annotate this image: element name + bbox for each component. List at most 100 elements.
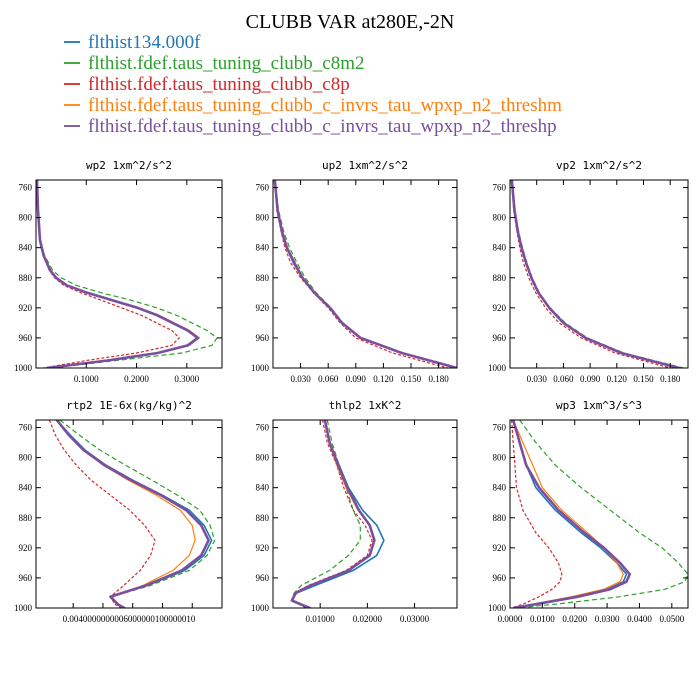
y-tick-label: 760	[256, 423, 270, 433]
x-tick-label: 0.060	[318, 374, 339, 384]
y-tick-label: 840	[493, 483, 507, 493]
series-line-3	[36, 180, 180, 368]
y-tick-label: 880	[19, 513, 33, 523]
x-tick-label: 0.030	[527, 374, 548, 384]
series-line-4	[512, 420, 624, 608]
y-tick-label: 960	[256, 573, 270, 583]
legend-entry: flthist.fdef.taus_tuning_clubb_c8p	[88, 74, 350, 95]
plot-frame	[272, 419, 458, 609]
series-line-4	[36, 180, 200, 368]
y-tick-label: 800	[493, 453, 507, 463]
y-tick-label: 920	[256, 303, 270, 313]
x-tick-label: 0.02000	[353, 614, 383, 624]
x-tick-label: 0.090	[346, 374, 367, 384]
y-tick-label: 800	[493, 213, 507, 223]
y-tick-label: 840	[493, 243, 507, 253]
series-line-1	[36, 180, 198, 368]
legend-entry: flthist.fdef.taus_tuning_clubb_c8m2	[88, 53, 365, 74]
panels: wp2 1xm^2/s^2 760 800 840 880 920 960 1000 0.100…	[14, 159, 689, 624]
figure-title: CLUBB VAR at280E,-2N	[246, 11, 455, 33]
y-tick-label: 880	[256, 273, 270, 283]
y-tick-label: 840	[19, 243, 33, 253]
y-tick-label: 920	[19, 303, 33, 313]
series-line-1	[512, 420, 628, 608]
y-tick-label: 1000	[251, 363, 270, 373]
series-line-5	[290, 420, 376, 608]
subplot-3: vp2 1xm^2/s^2 760 800 840 880 920 960 1000 0.030…	[488, 159, 689, 384]
y-tick-label: 920	[493, 543, 507, 553]
series-line-1	[291, 420, 385, 608]
x-tick-label: 0.0100	[530, 614, 555, 624]
y-tick-label: 960	[256, 333, 270, 343]
series-line-2	[511, 180, 684, 368]
series-line-3	[511, 420, 563, 608]
y-tick-label: 760	[493, 423, 507, 433]
series-line-3	[48, 420, 156, 608]
x-tick-label: 0.01000	[306, 614, 336, 624]
legend: flthist134.000fflthist.fdef.taus_tuning_…	[64, 32, 562, 137]
x-tick-label: 0.180	[660, 374, 681, 384]
y-tick-label: 800	[19, 213, 33, 223]
y-tick-label: 1000	[14, 363, 33, 373]
x-tick-label: 0.150	[633, 374, 654, 384]
subplot-title: wp3 1xm^3/s^3	[556, 399, 642, 412]
y-tick-label: 760	[19, 183, 33, 193]
y-tick-label: 920	[256, 543, 270, 553]
y-tick-label: 1000	[14, 603, 33, 613]
series-line-5	[55, 420, 210, 608]
x-tick-label: 0.0300	[595, 614, 620, 624]
x-tick-label: 0.150	[401, 374, 422, 384]
y-tick-label: 1000	[488, 363, 507, 373]
y-tick-label: 960	[493, 333, 507, 343]
series-line-2	[59, 420, 216, 608]
y-tick-label: 760	[493, 183, 507, 193]
series-line-5	[511, 420, 632, 608]
y-tick-label: 1000	[488, 603, 507, 613]
subplot-2: up2 1xm^2/s^2 760 800 840 880 920 960 1000 0.030…	[251, 159, 458, 384]
subplot-title: wp2 1xm^2/s^2	[86, 159, 172, 172]
y-tick-label: 880	[493, 513, 507, 523]
legend-entry: flthist.fdef.taus_tuning_clubb_c_invrs_t…	[88, 116, 557, 137]
y-tick-label: 800	[256, 213, 270, 223]
x-tick-label: 0.0200	[562, 614, 587, 624]
subplot-1: wp2 1xm^2/s^2 760 800 840 880 920 960 1000 0.100…	[14, 159, 223, 384]
plot-frame	[35, 419, 223, 609]
y-tick-label: 800	[19, 453, 33, 463]
x-tick-labels-overlapping: 0.0040000000006000000100000010	[63, 614, 196, 624]
x-tick-label: 0.2000	[124, 374, 149, 384]
series-line-5	[273, 180, 457, 368]
y-tick-label: 1000	[251, 603, 270, 613]
plot-frame	[509, 419, 689, 609]
y-tick-label: 960	[19, 573, 33, 583]
y-tick-label: 880	[19, 273, 33, 283]
x-tick-label: 0.03000	[400, 614, 430, 624]
y-tick-label: 920	[19, 543, 33, 553]
x-tick-label: 0.180	[428, 374, 449, 384]
subplot-title: thlp2 1xK^2	[329, 399, 402, 412]
series-line-2	[516, 420, 688, 608]
y-tick-label: 840	[256, 243, 270, 253]
y-tick-label: 880	[256, 513, 270, 523]
y-tick-label: 880	[493, 273, 507, 283]
x-tick-label: 0.090	[580, 374, 601, 384]
subplot-title: vp2 1xm^2/s^2	[556, 159, 642, 172]
subplot-6: wp3 1xm^3/s^3 760 800 840 880 920 960 10000.000…	[488, 399, 689, 624]
subplot-5: thlp2 1xK^2 760 800 840 880 920 960 1000 0.01000…	[251, 399, 458, 624]
y-tick-label: 760	[19, 423, 33, 433]
y-tick-label: 840	[19, 483, 33, 493]
series-line-4	[56, 420, 196, 608]
x-tick-label: 0.0000	[498, 614, 523, 624]
x-tick-label: 0.030	[290, 374, 311, 384]
x-tick-label: 0.1000	[74, 374, 99, 384]
x-tick-label: 0.120	[373, 374, 394, 384]
subplot-4: rtp2 1E-6x(kg/kg)^2 760 800 840 880 920 960 100…	[14, 399, 223, 624]
series-line-2	[36, 180, 218, 368]
y-tick-label: 760	[256, 183, 270, 193]
x-tick-label: 0.0500	[659, 614, 684, 624]
y-tick-label: 960	[19, 333, 33, 343]
plot-frame	[272, 179, 458, 369]
series-line-5	[510, 180, 680, 368]
series-line-3	[511, 180, 671, 368]
series-line-1	[511, 180, 680, 368]
